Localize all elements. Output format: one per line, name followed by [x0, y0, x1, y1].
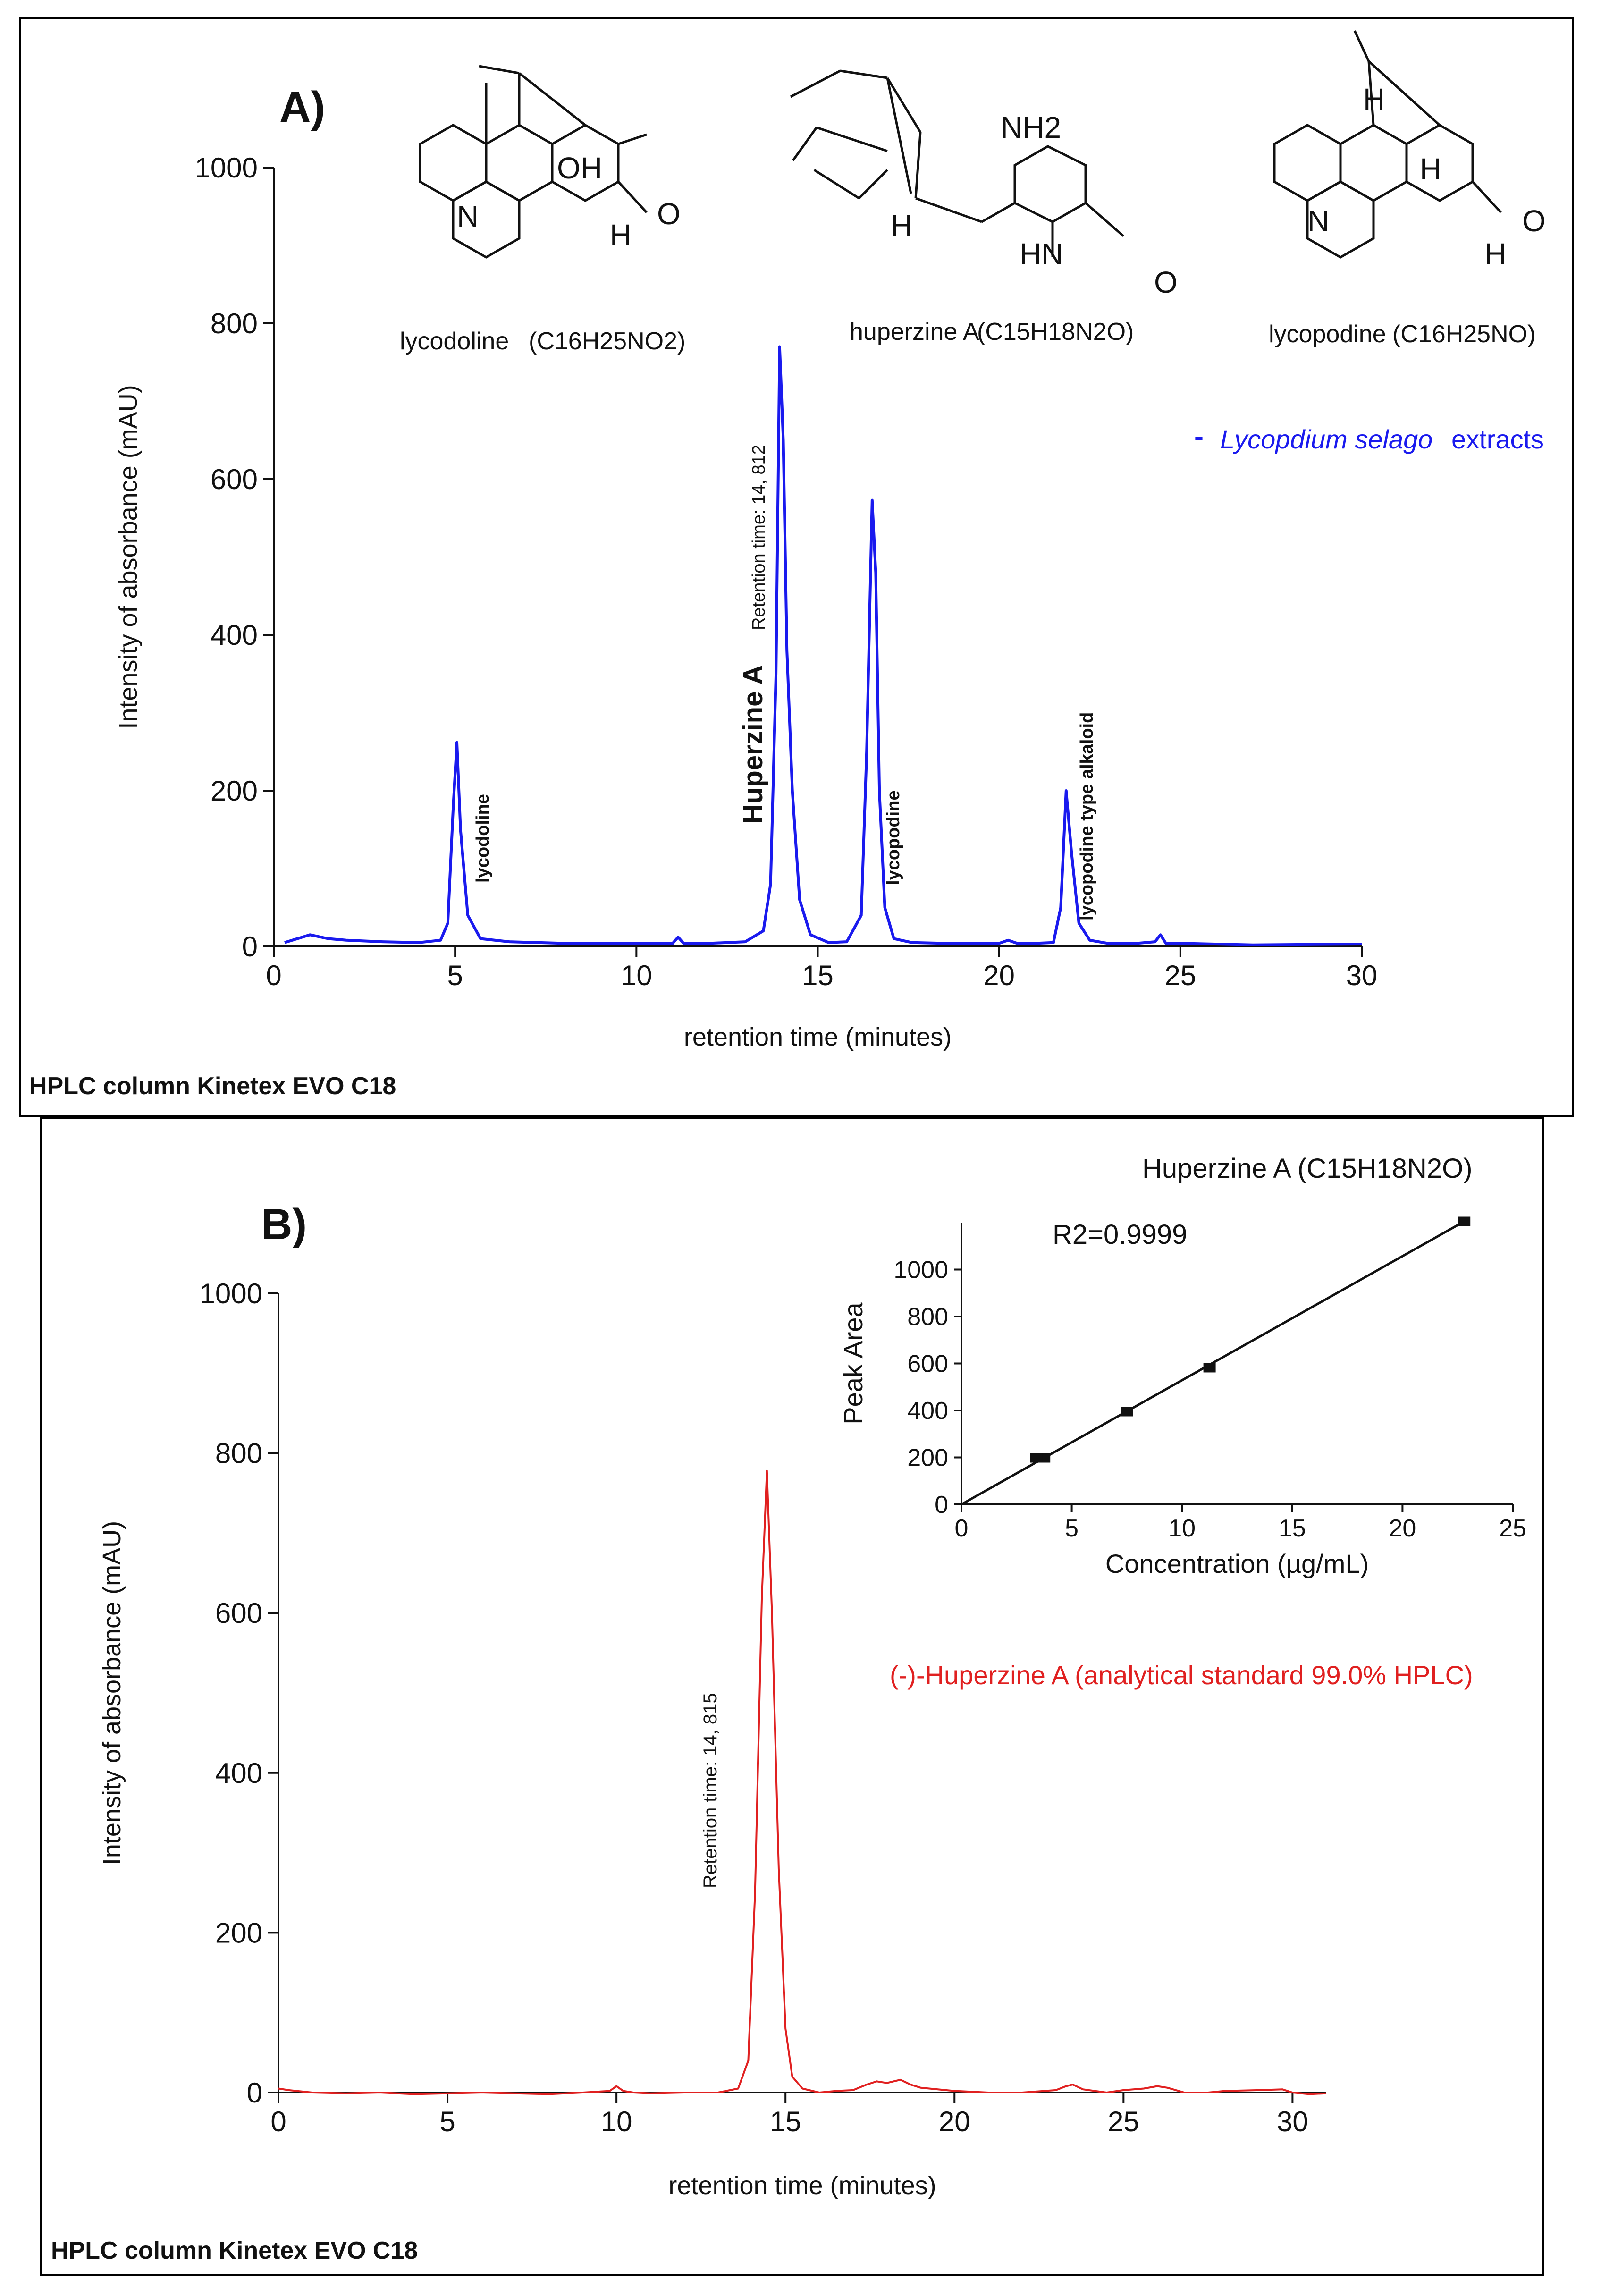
inset-x-tick-label: 20 — [1389, 1515, 1416, 1542]
panel-b-footer: HPLC column Kinetex EVO C18 — [51, 2237, 418, 2264]
panel-b-frame — [40, 1117, 1544, 2276]
inset-y-tick-label: 800 — [907, 1303, 948, 1331]
inset-y-tick-label: 200 — [907, 1444, 948, 1472]
lycopodine-name: lycopodine — [1269, 321, 1386, 348]
legend-a-suffix: extracts — [1451, 424, 1544, 454]
chart-b-x-tick-label: 25 — [1108, 2106, 1139, 2137]
chart-a-y-tick-label: 400 — [211, 619, 258, 651]
chart-a-x-tick-label: 10 — [621, 960, 652, 991]
chart-a-x-axis-label: retention time (minutes) — [684, 1023, 952, 1051]
inset-x-tick-label: 15 — [1279, 1515, 1306, 1542]
chart-a-y-tick-label: 1000 — [195, 152, 258, 184]
structure-lycodoline — [419, 65, 648, 259]
inset-y-tick-label: 400 — [907, 1397, 948, 1425]
inset-r2: R2=0.9999 — [1053, 1219, 1187, 1250]
chart-b-y-tick-label: 1000 — [200, 1278, 262, 1309]
huperzine-atom-hn: HN — [1020, 237, 1063, 271]
chart-b-y-tick-label: 800 — [215, 1438, 262, 1469]
legend-a-swatch: - — [1194, 421, 1204, 452]
inset-title: Huperzine A (C15H18N2O) — [1142, 1153, 1473, 1184]
chart-b-x-tick-label: 0 — [270, 2106, 286, 2137]
peak-label-retention-a: Retention time: 14, 812 — [749, 445, 769, 630]
legend-b-label: (-)-Huperzine A (analytical standard 99.… — [890, 1660, 1473, 1690]
chart-b-x-tick-label: 15 — [770, 2106, 801, 2137]
chart-a-y-tick-label: 600 — [211, 464, 258, 495]
lycodoline-name: lycodoline — [400, 328, 509, 355]
structure-lycopodine — [1273, 30, 1502, 259]
lycopodine-atom-h1: H — [1363, 82, 1385, 116]
chart-a-y-axis-label: Intensity of absorbance (mAU) — [114, 385, 143, 729]
lycopodine-atom-n: N — [1307, 204, 1329, 238]
chart-b-x-axis-label: retention time (minutes) — [668, 2171, 936, 2200]
lycodoline-formula: (C16H25NO2) — [529, 328, 685, 355]
chart-a-x-tick-label: 20 — [983, 960, 1015, 991]
chart-b-y-axis-label: Intensity of absorbance (mAU) — [98, 1521, 126, 1865]
chart-a-x-tick-label: 15 — [802, 960, 834, 991]
lycodoline-atom-h: H — [610, 218, 632, 252]
chart-a-series-line — [284, 345, 1362, 946]
inset-y-tick-label: 1000 — [893, 1257, 948, 1284]
chart-a-y-tick-label: 0 — [242, 931, 258, 962]
huperzine-formula: (C15H18N2O) — [977, 318, 1134, 346]
chart-a: 0 5 10 15 20 25 30 0 200 400 600 800 1000 retention t… — [114, 152, 1377, 1051]
inset-y-tick-label: 0 — [935, 1491, 948, 1519]
chart-b-y-tick-label: 400 — [215, 1757, 262, 1789]
lycodoline-atom-o: O — [657, 197, 681, 231]
chart-b-y-tick-label: 200 — [215, 1917, 262, 1949]
lycodoline-atom-n: N — [457, 199, 479, 233]
peak-label-retention-b: Retention time: 14, 815 — [700, 1693, 721, 1888]
chart-a-y-tick-label: 800 — [211, 308, 258, 339]
peak-label-lycopodine: lycopodine — [884, 790, 903, 885]
chart-b-x-tick-label: 30 — [1277, 2106, 1308, 2137]
panel-b-label: B) — [261, 1200, 307, 1249]
inset-y-tick-label: 600 — [907, 1351, 948, 1378]
chart-a-x-tick-label: 0 — [266, 960, 281, 991]
panel-a-footer: HPLC column Kinetex EVO C18 — [29, 1072, 396, 1100]
peak-label-huperzine-a: Huperzine A — [738, 665, 768, 824]
chart-b-y-tick-label: 600 — [215, 1597, 262, 1629]
chart-b-series-line — [278, 1469, 1327, 2095]
inset-x-tick-label: 25 — [1499, 1515, 1526, 1542]
chart-a-x-tick-label: 30 — [1346, 960, 1378, 991]
inset-y-axis-label: Peak Area — [838, 1302, 868, 1424]
chart-a-x-tick-label: 5 — [447, 960, 463, 991]
inset-data-point — [1121, 1407, 1133, 1417]
chart-b-x-tick-label: 5 — [439, 2106, 455, 2137]
chart-inset: 0 5 10 15 20 25 0 200 400 600 800 1000 Concentration… — [838, 1216, 1526, 1578]
lycopodine-atom-h2: H — [1420, 152, 1441, 186]
lycopodine-atom-h3: H — [1484, 237, 1506, 271]
inset-data-point — [1030, 1453, 1043, 1463]
huperzine-atom-o: O — [1154, 265, 1178, 299]
chart-a-x-tick-label: 25 — [1164, 960, 1196, 991]
peak-label-lycopodine-type: lycopodine type alkaloid — [1077, 712, 1097, 920]
inset-x-axis-label: Concentration (µg/mL) — [1105, 1549, 1369, 1578]
panel-a-label: A) — [279, 83, 325, 131]
inset-x-tick-label: 0 — [955, 1515, 969, 1542]
lycopodine-formula: (C16H25NO) — [1392, 321, 1535, 348]
lycopodine-atom-o: O — [1522, 204, 1546, 238]
chart-a-y-tick-label: 200 — [211, 775, 258, 807]
structure-huperzine-a — [790, 69, 1124, 257]
inset-x-tick-label: 10 — [1168, 1515, 1196, 1542]
chart-b-x-tick-label: 20 — [939, 2106, 970, 2137]
panel-a-frame — [19, 17, 1574, 1117]
inset-x-tick-label: 5 — [1065, 1515, 1079, 1542]
inset-data-point — [1203, 1363, 1216, 1373]
lycodoline-atom-oh: OH — [557, 151, 602, 185]
inset-data-point — [1458, 1216, 1471, 1226]
chart-b-y-tick-label: 0 — [247, 2077, 262, 2109]
huperzine-atom-h: H — [891, 209, 912, 243]
huperzine-atom-nh2: NH2 — [1001, 110, 1061, 144]
peak-label-lycodoline: lycodoline — [473, 794, 493, 883]
chart-b-x-tick-label: 10 — [601, 2106, 632, 2137]
legend-a-species: Lycopdium selago — [1220, 424, 1432, 454]
huperzine-name: huperzine A — [850, 318, 979, 346]
